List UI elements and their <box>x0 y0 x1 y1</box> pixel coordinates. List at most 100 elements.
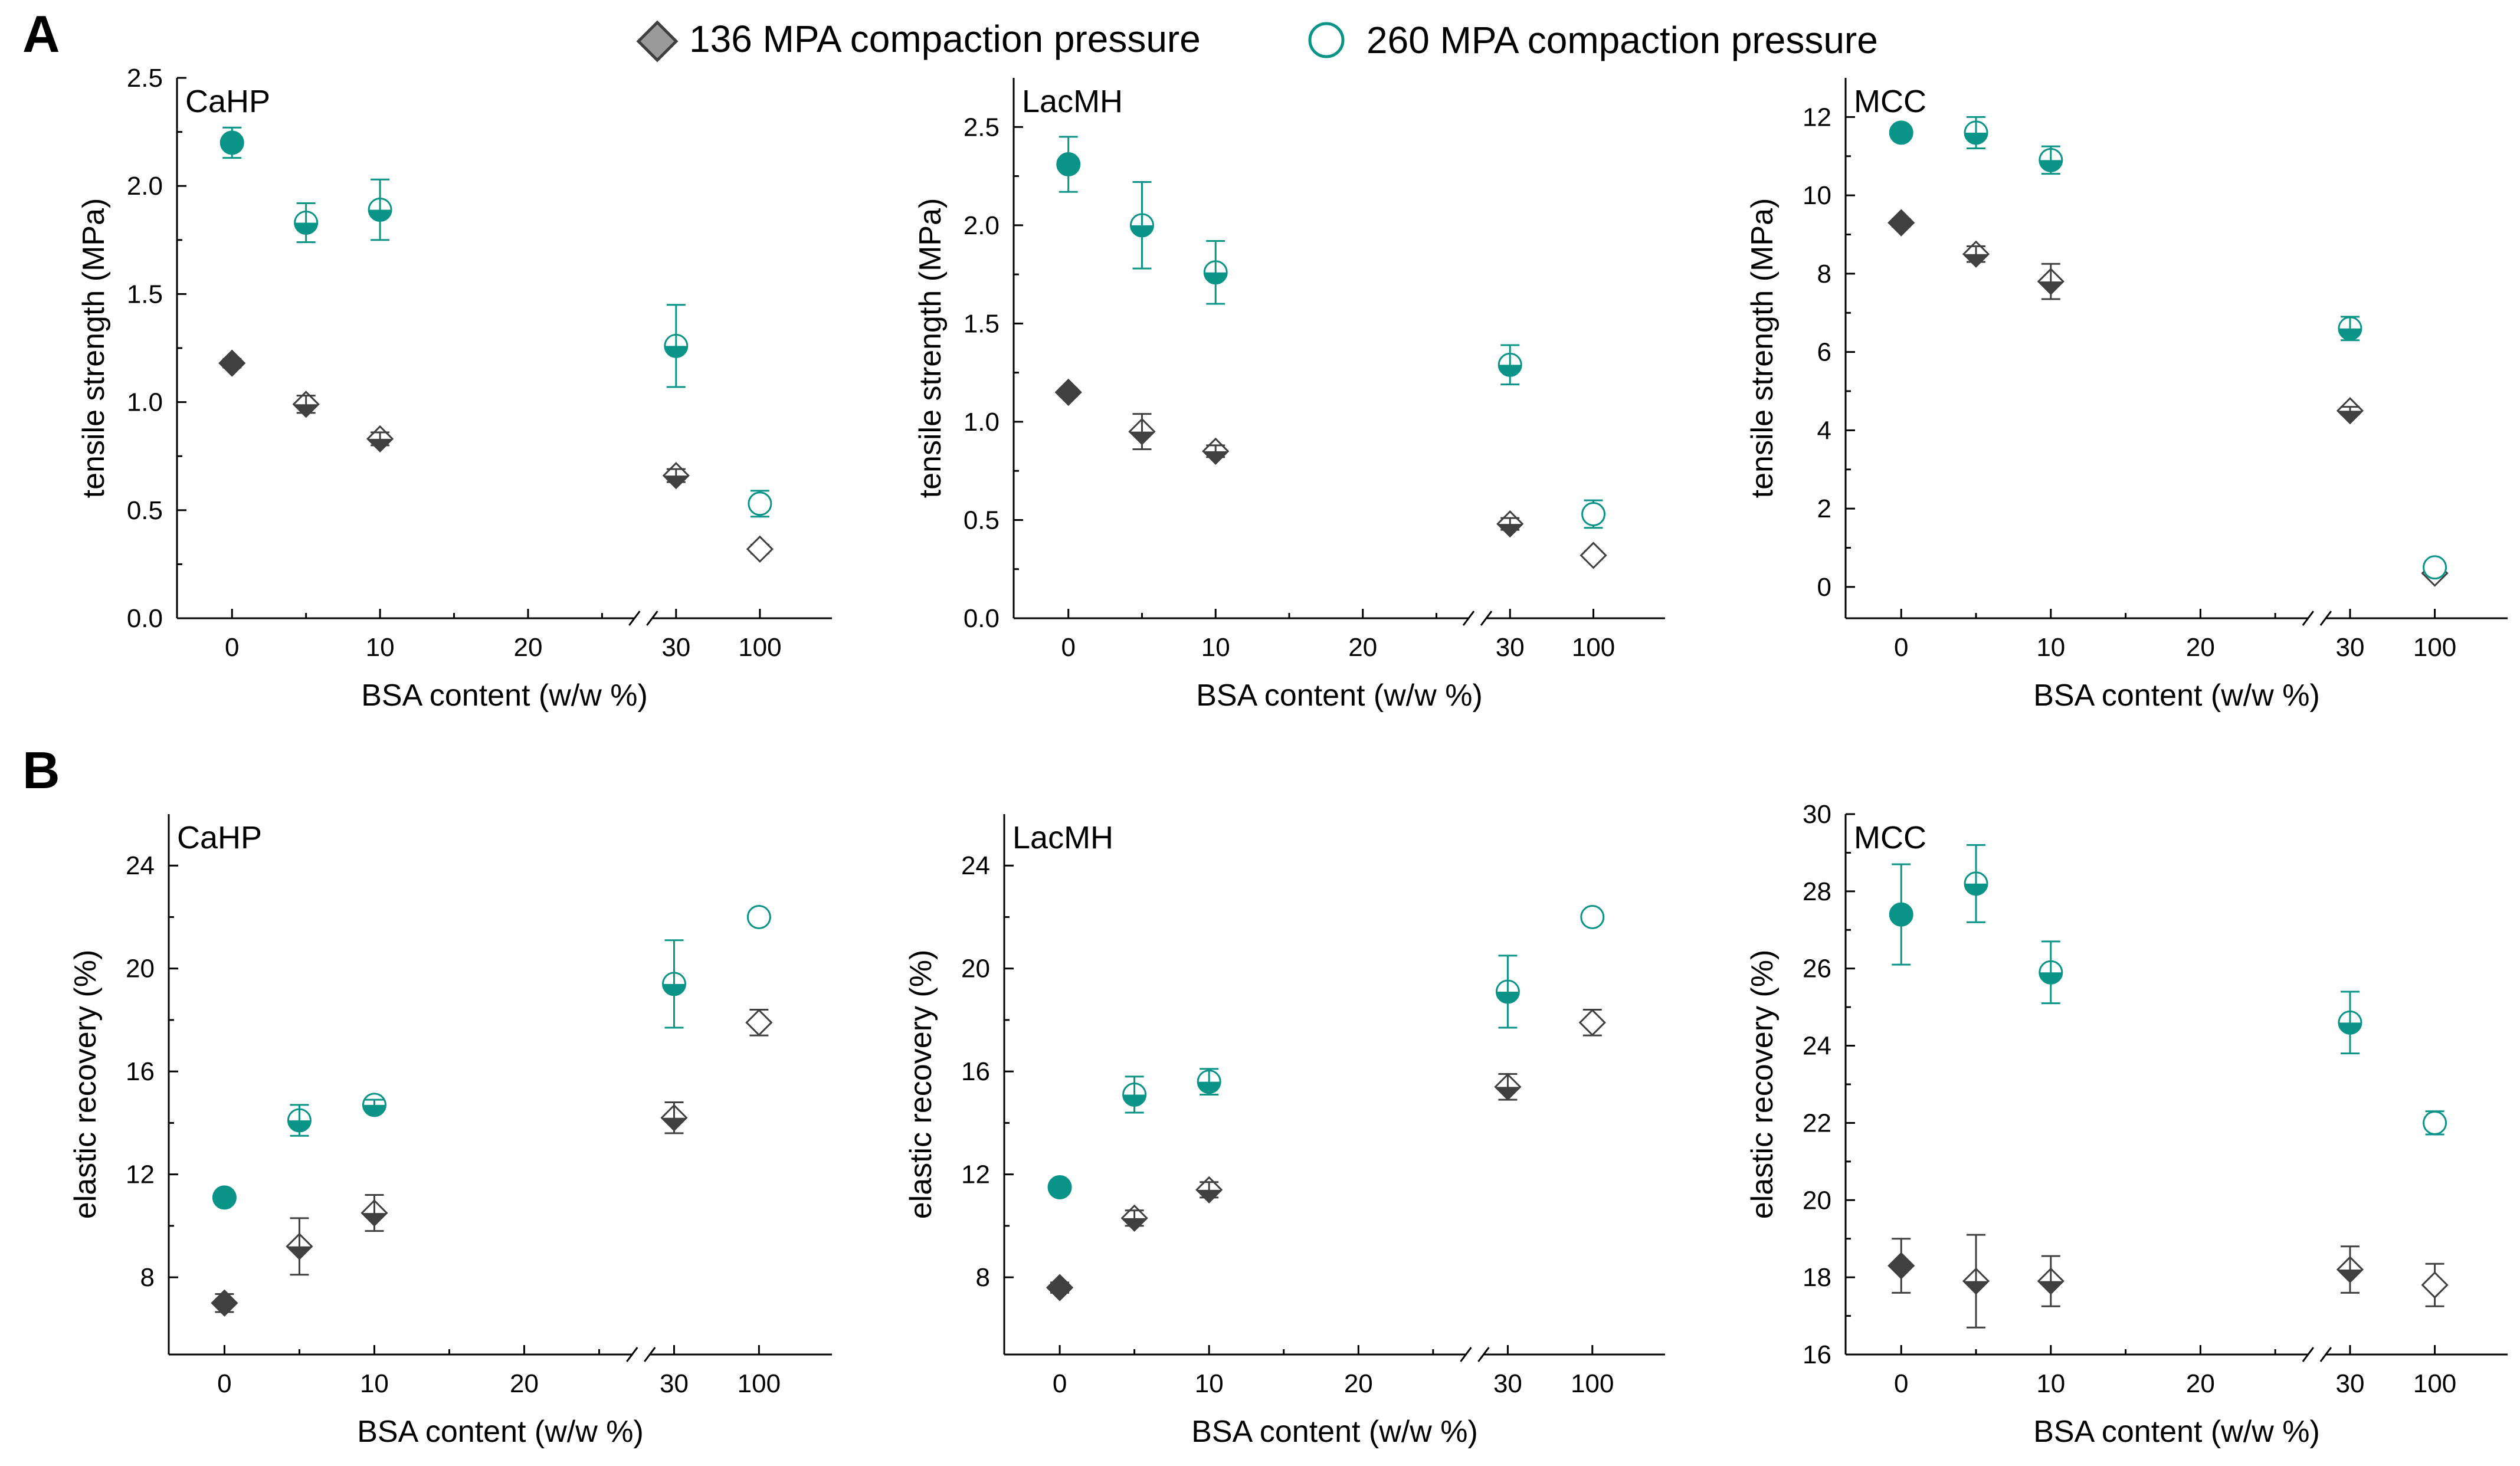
data-point-circle-fill <box>1965 883 1988 895</box>
data-point-circle-fill <box>1123 1094 1146 1106</box>
x-tick-label: 0 <box>225 633 239 662</box>
axis-break-mark <box>626 1347 638 1362</box>
x-tick-label: 10 <box>2036 1369 2065 1398</box>
data-point-circle <box>2338 1010 2362 1035</box>
data-point-circle <box>1964 871 1988 896</box>
y-tick-label: 16 <box>126 1057 155 1086</box>
data-point-diamond <box>211 1289 238 1317</box>
data-point-diamond-fill <box>1197 1189 1222 1202</box>
x-tick-label: 10 <box>2036 633 2065 662</box>
x-axis-label: BSA content (w/w %) <box>2033 1415 2320 1449</box>
chart-a-lacmh: 0 10 20 30 100 0.0 0.5 1.0 1.5 2.0 2.5 LacMH BSA con… <box>913 78 1665 713</box>
data-point-circle <box>1580 904 1605 929</box>
data-point-diamond <box>1054 378 1082 406</box>
x-tick-label: 30 <box>1496 633 1525 662</box>
x-tick-label: 0 <box>1894 1369 1908 1398</box>
data-point-circle <box>2338 316 2362 341</box>
y-tick-label: 2.0 <box>127 172 163 201</box>
x-tick-label: 30 <box>1493 1369 1522 1398</box>
chart-title: LacMH <box>1022 84 1123 119</box>
data-point-circle <box>1203 260 1228 285</box>
data-point-circle-fill <box>1499 365 1522 376</box>
axis-break-mark <box>646 611 658 626</box>
axis-break-mark <box>2319 1347 2332 1362</box>
chart-title: MCC <box>1854 84 1926 119</box>
data-point-diamond-fill <box>1497 524 1523 537</box>
y-tick-label: 1.0 <box>964 408 1000 437</box>
x-tick-label: 100 <box>738 1369 781 1398</box>
y-tick-label: 20 <box>1803 1186 1831 1215</box>
data-point-circle-fill <box>2039 972 2062 984</box>
legend: 136 MPA compaction pressure 260 MPA comp… <box>636 18 1878 63</box>
x-tick-label: 20 <box>1348 633 1377 662</box>
data-point-diamond <box>1578 1009 1606 1037</box>
data-point-circle <box>1047 1175 1072 1199</box>
x-tick-label: 10 <box>366 633 395 662</box>
data-point-circle <box>1889 120 1913 145</box>
data-point-circle-fill <box>2039 160 2062 172</box>
x-axis-label: BSA content (w/w %) <box>1191 1415 1478 1449</box>
x-axis-label: BSA content (w/w %) <box>361 678 648 713</box>
data-point-diamond <box>1195 1176 1223 1203</box>
data-point-circle <box>212 1185 237 1210</box>
data-point-diamond-fill <box>1964 254 1989 267</box>
chart-title: CaHP <box>177 820 262 855</box>
y-tick-label: 22 <box>1803 1108 1831 1137</box>
y-tick-label: 8 <box>140 1263 155 1292</box>
axis-break-mark <box>644 1347 656 1362</box>
data-point-circle-fill <box>294 222 317 234</box>
y-tick-label: 20 <box>961 955 990 983</box>
data-point-diamond <box>1128 418 1156 445</box>
y-tick-label: 24 <box>961 851 990 880</box>
y-tick-label: 0.5 <box>964 506 1000 534</box>
panel-label-a: A <box>22 5 60 63</box>
x-tick-label: 20 <box>513 633 542 662</box>
data-point-diamond <box>746 535 774 563</box>
y-tick-label: 8 <box>1817 260 1831 288</box>
data-point-diamond <box>660 1104 688 1132</box>
axis-break-mark <box>1460 1347 1472 1362</box>
data-point-circle <box>287 1108 312 1133</box>
data-point-diamond-fill <box>1964 1281 1989 1294</box>
y-tick-label: 26 <box>1803 955 1831 983</box>
chart-a-cahp: 0 10 20 30 100 0.0 0.5 1.0 1.5 2.0 2.5 CaHP BSA cont… <box>77 64 832 713</box>
data-point-circle-fill <box>1496 991 1519 1003</box>
y-tick-label: 2.5 <box>127 64 163 93</box>
x-tick-label: 30 <box>2335 633 2364 662</box>
panel-label-b: B <box>22 741 60 799</box>
data-point-diamond <box>2037 1267 2065 1295</box>
data-point-diamond <box>2037 268 2065 296</box>
legend-marker-circle <box>1308 22 1345 58</box>
x-tick-label: 30 <box>2335 1369 2364 1398</box>
data-point-circle <box>1197 1070 1221 1094</box>
x-tick-label: 20 <box>1344 1369 1373 1398</box>
chart-b-mcc: 0 10 20 30 100 16 18 20 22 24 26 28 30 MCC BSA content… <box>1745 800 2508 1449</box>
y-tick-label: 2.5 <box>964 113 1000 142</box>
chart-title: CaHP <box>185 84 270 119</box>
data-point-circle-fill <box>1965 132 1988 144</box>
data-point-diamond <box>361 1199 388 1227</box>
data-point-circle <box>1497 352 1522 377</box>
data-point-diamond <box>292 391 320 418</box>
x-tick-label: 30 <box>660 1369 689 1398</box>
data-point-circle-fill <box>1204 272 1227 284</box>
y-tick-label: 2.0 <box>964 211 1000 240</box>
data-point-diamond-fill <box>368 438 393 451</box>
chart-a-mcc: 0 10 20 30 100 0 2 4 6 8 10 12 MCC BSA content (w/w %… <box>1745 78 2508 713</box>
y-tick-label: 0 <box>1817 573 1831 602</box>
data-point-diamond-fill <box>2337 1270 2362 1283</box>
y-tick-label: 10 <box>1803 181 1831 210</box>
data-point-circle <box>294 210 319 235</box>
data-point-circle <box>1964 120 1988 145</box>
y-tick-label: 30 <box>1803 800 1831 829</box>
data-point-diamond <box>1579 542 1607 569</box>
x-tick-label: 20 <box>2186 1369 2215 1398</box>
data-point-diamond-fill <box>2038 1281 2063 1294</box>
y-tick-label: 8 <box>976 1263 990 1292</box>
data-point-diamond-fill <box>362 1213 387 1226</box>
data-point-diamond <box>2336 1255 2364 1284</box>
y-tick-label: 12 <box>126 1160 155 1189</box>
data-point-circle <box>664 333 689 358</box>
y-axis-label: tensile strength (MPa) <box>77 198 111 498</box>
